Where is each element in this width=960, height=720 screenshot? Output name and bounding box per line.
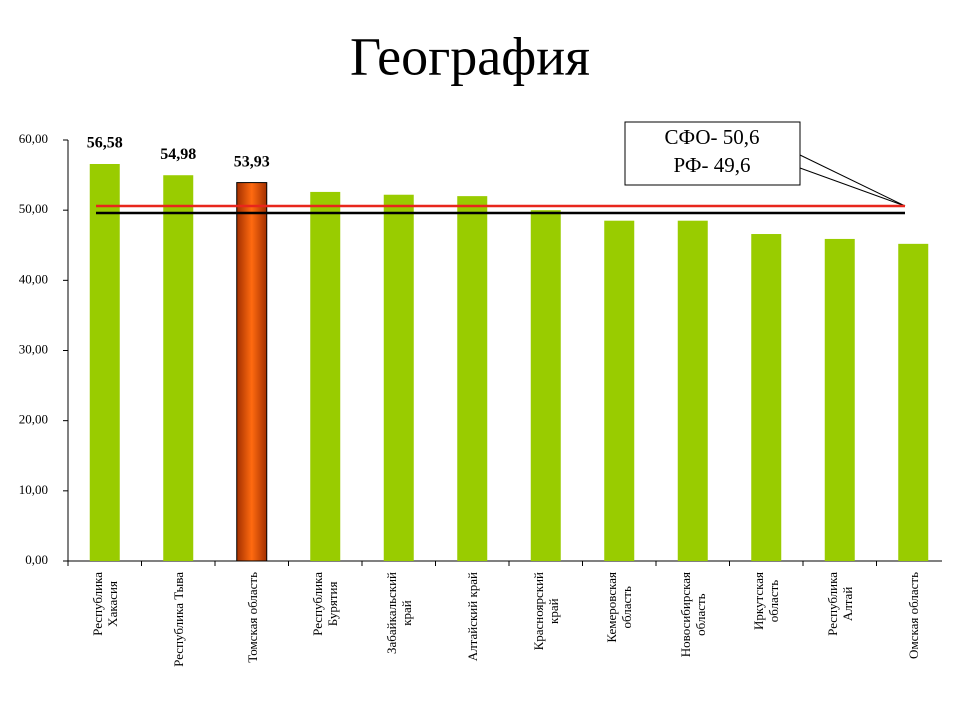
- value-label: 54,98: [160, 146, 196, 163]
- x-tick-label: Томская область: [244, 572, 260, 663]
- annotation-text: РФ- 49,6: [674, 153, 751, 177]
- x-tick-label: Алтайский край: [464, 572, 480, 662]
- bar: [604, 220, 635, 562]
- value-label: 56,58: [87, 135, 123, 152]
- x-tick-label: Республика Бурятия: [310, 572, 341, 636]
- callout-line: [799, 154, 906, 207]
- x-tick-label: Республика Хакасия: [89, 572, 120, 636]
- x-tick-label: Кемеровская область: [604, 572, 635, 643]
- bar: [89, 163, 120, 561]
- x-tick-label: Красноярский край: [530, 572, 561, 651]
- x-tick-label: Омская область: [905, 572, 921, 659]
- y-tick-label: 50,00: [19, 201, 48, 216]
- value-label: 53,93: [234, 153, 270, 170]
- callout-line: [799, 167, 906, 207]
- bar: [236, 182, 268, 562]
- annotation-box: [624, 121, 801, 186]
- annotation-text: СФО- 50,6: [664, 125, 759, 149]
- y-tick-label: 0,00: [25, 552, 48, 567]
- y-tick-label: 30,00: [19, 341, 48, 356]
- x-tick-label: Республика Алтай: [824, 572, 855, 636]
- x-tick-label: Забайкальский край: [383, 572, 414, 655]
- x-tick-label: Иркутская область: [751, 572, 782, 630]
- y-tick-label: 10,00: [19, 482, 48, 497]
- bar: [824, 238, 855, 561]
- bar: [677, 220, 708, 562]
- x-tick-label: Республика Тыва: [170, 572, 186, 667]
- bar: [751, 234, 782, 562]
- y-tick-label: 60,00: [19, 131, 48, 146]
- bar: [383, 194, 414, 562]
- bar: [898, 243, 929, 561]
- bar: [310, 191, 341, 561]
- bar: [163, 175, 194, 561]
- y-tick-label: 20,00: [19, 412, 48, 427]
- y-tick-label: 40,00: [19, 271, 48, 286]
- chart-title: География: [350, 26, 590, 86]
- bar: [530, 210, 561, 561]
- bar: [457, 196, 488, 561]
- x-tick-label: Новосибирская область: [677, 572, 708, 658]
